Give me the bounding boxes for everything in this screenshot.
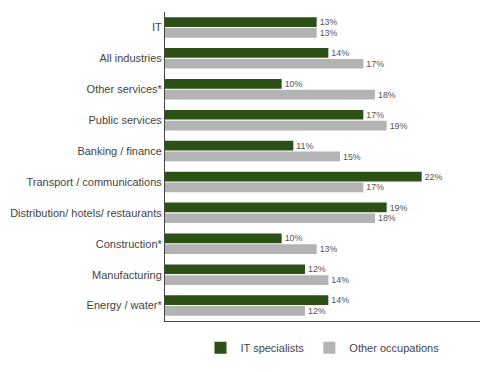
svg-text:18%: 18%: [378, 213, 396, 223]
svg-text:10%: 10%: [285, 233, 303, 243]
svg-text:Distribution/ hotels/ restaura: Distribution/ hotels/ restaurants: [10, 207, 162, 219]
svg-text:12%: 12%: [308, 264, 326, 274]
svg-text:IT: IT: [152, 21, 162, 33]
svg-text:11%: 11%: [296, 141, 313, 151]
svg-text:Other services*: Other services*: [87, 83, 163, 95]
svg-text:13%: 13%: [320, 17, 338, 27]
svg-text:12%: 12%: [308, 306, 326, 316]
svg-text:17%: 17%: [366, 59, 384, 69]
svg-text:IT specialists: IT specialists: [241, 342, 305, 354]
svg-text:Manufacturing: Manufacturing: [92, 269, 162, 281]
svg-text:22%: 22%: [425, 172, 443, 182]
svg-text:14%: 14%: [331, 275, 349, 285]
svg-text:Public services: Public services: [88, 114, 162, 126]
svg-text:13%: 13%: [320, 244, 338, 254]
svg-text:19%: 19%: [390, 203, 408, 213]
svg-text:10%: 10%: [285, 79, 303, 89]
svg-text:15%: 15%: [343, 152, 361, 162]
svg-text:17%: 17%: [366, 182, 384, 192]
svg-text:14%: 14%: [331, 48, 349, 58]
svg-text:All industries: All industries: [99, 52, 162, 64]
svg-text:19%: 19%: [390, 121, 408, 131]
svg-text:14%: 14%: [331, 295, 349, 305]
svg-text:18%: 18%: [378, 90, 396, 100]
svg-text:Energy / water*: Energy / water*: [87, 299, 163, 311]
svg-text:17%: 17%: [366, 110, 384, 120]
svg-text:13%: 13%: [320, 28, 338, 38]
svg-text:Transport / communications: Transport / communications: [26, 176, 162, 188]
svg-text:Banking / finance: Banking / finance: [77, 145, 161, 157]
svg-text:Construction*: Construction*: [96, 238, 163, 250]
svg-text:Other occupations: Other occupations: [349, 342, 439, 354]
